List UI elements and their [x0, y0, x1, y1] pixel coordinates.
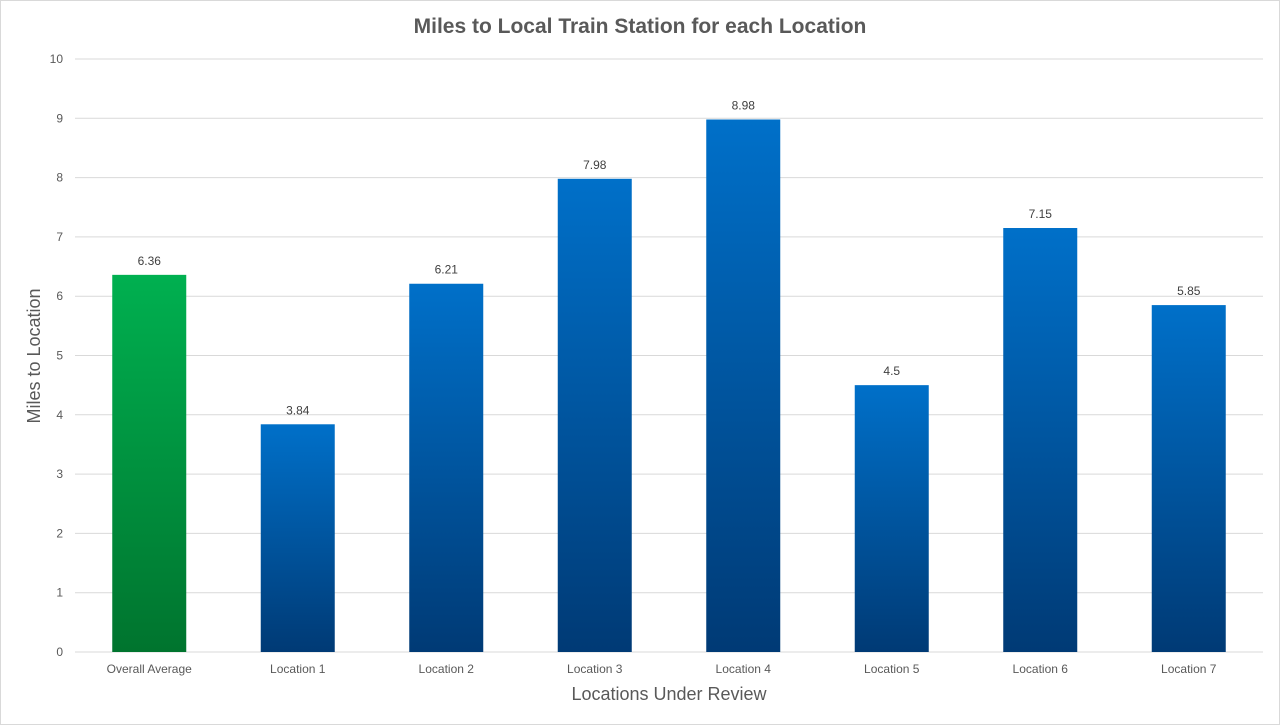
bars: [112, 119, 1226, 652]
data-label: 3.84: [286, 403, 310, 417]
x-tick-label: Location 7: [1161, 662, 1217, 676]
y-axis-ticks: 0 1 2 3 4 5 6 7 8 9 10: [50, 52, 64, 659]
x-tick-label: Location 3: [567, 662, 623, 676]
location-bar: [409, 283, 484, 652]
data-label: 6.36: [138, 254, 162, 268]
location-bar: [557, 178, 632, 652]
gridlines: [75, 58, 1263, 653]
y-tick-label: 4: [56, 408, 63, 422]
y-tick-label: 8: [56, 171, 63, 185]
location-bar: [854, 385, 929, 652]
x-axis-ticks: Overall Average Location 1 Location 2 Locat…: [107, 662, 1217, 676]
x-tick-label: Location 5: [864, 662, 920, 676]
average-bar: [112, 274, 187, 652]
x-tick-label: Location 6: [1013, 662, 1069, 676]
y-tick-label: 5: [56, 349, 63, 363]
y-tick-label: 2: [56, 526, 63, 540]
y-tick-label: 7: [56, 230, 63, 244]
location-bar: [706, 119, 781, 652]
location-bar: [1003, 228, 1078, 652]
x-tick-label: Location 1: [270, 662, 326, 676]
data-label: 6.21: [435, 263, 459, 277]
data-label: 7.15: [1029, 207, 1053, 221]
location-bar: [1151, 305, 1226, 652]
x-axis-title: Locations Under Review: [571, 684, 767, 704]
data-labels: 6.36 3.84 6.21 7.98 8.98 4.5 7.15 5.85: [138, 98, 1201, 417]
data-label: 4.5: [883, 364, 900, 378]
chart-title: Miles to Local Train Station for each Lo…: [413, 15, 867, 38]
location-bar: [260, 424, 335, 652]
x-tick-label: Location 2: [419, 662, 475, 676]
y-axis-title: Miles to Location: [24, 288, 44, 423]
data-label: 8.98: [732, 98, 756, 112]
x-tick-label: Overall Average: [107, 662, 192, 676]
y-tick-label: 6: [56, 289, 63, 303]
data-label: 5.85: [1177, 284, 1201, 298]
y-tick-label: 0: [56, 645, 63, 659]
y-tick-label: 1: [56, 586, 63, 600]
data-label: 7.98: [583, 158, 607, 172]
y-tick-label: 10: [50, 52, 64, 66]
x-tick-label: Location 4: [716, 662, 772, 676]
y-tick-label: 3: [56, 467, 63, 481]
y-tick-label: 9: [56, 111, 63, 125]
